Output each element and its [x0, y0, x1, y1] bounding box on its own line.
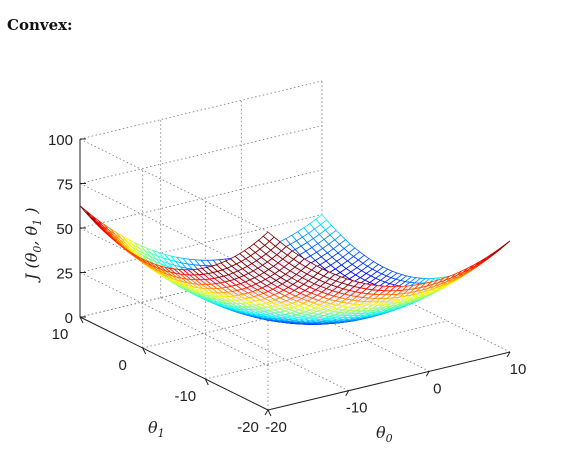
x-tick-label: -10 — [346, 400, 368, 417]
page-heading: Convex: — [7, 16, 73, 34]
y-tick-label: 0 — [119, 357, 127, 374]
x-axis-label: θ0 — [376, 423, 393, 445]
y-tick-label: -10 — [174, 388, 196, 405]
y-tick-label: 10 — [52, 326, 69, 343]
surface-mesh — [79, 205, 511, 325]
surface-cell — [262, 231, 275, 242]
y-tick-label: -20 — [237, 419, 259, 436]
z-tick-label: 75 — [56, 177, 73, 194]
axes — [79, 138, 511, 417]
y-axis-label: θ1 — [148, 418, 165, 440]
z-tick-label: 25 — [56, 266, 73, 283]
z-tick-label: 0 — [65, 310, 73, 327]
x-tick-label: -20 — [265, 419, 287, 436]
z-tick-label: 50 — [56, 221, 73, 238]
x-tick-label: 0 — [433, 380, 441, 397]
z-axis-label: J (θ0, θ1 ) — [22, 207, 44, 283]
x-tick-label: 10 — [510, 361, 527, 378]
z-tick-label: 100 — [48, 132, 73, 149]
